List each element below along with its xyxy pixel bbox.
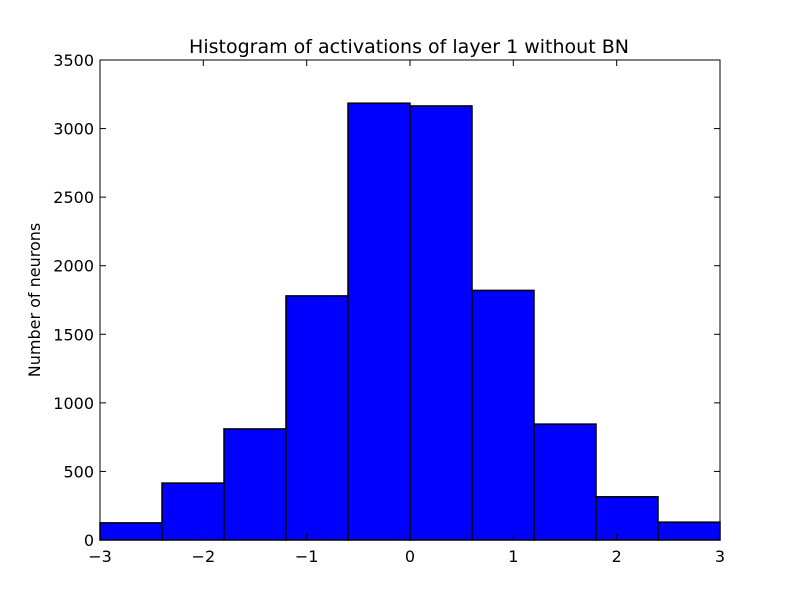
y-ticks-group: 0 500 1000 1500 2000 2500 3000 3500 — [53, 51, 720, 550]
y-tick-label-2: 500 — [63, 462, 94, 481]
x-tick-label-2: −2 — [192, 547, 216, 566]
x-tick-label-3: −1 — [295, 547, 319, 566]
histogram-bar-8 — [533, 423, 597, 541]
chart-title: Histogram of activations of layer 1 with… — [189, 36, 629, 58]
y-tick-label-1: 0 — [84, 531, 94, 550]
y-tick-label-6: 2500 — [53, 188, 94, 207]
x-tick-label-5: 1 — [508, 547, 518, 566]
histogram-bar-9 — [595, 496, 659, 541]
x-ticks-group: −3 −2 −1 0 1 2 3 — [88, 60, 725, 566]
y-tick-label-5: 2000 — [53, 257, 94, 276]
histogram-bar-1 — [99, 522, 163, 541]
y-tick-label-8: 3500 — [53, 51, 94, 70]
histogram-bar-2 — [161, 482, 225, 541]
histogram-bar-6 — [409, 105, 473, 541]
histogram-bar-10 — [657, 521, 721, 541]
x-tick-label-1: −3 — [88, 547, 112, 566]
x-tick-label-7: 3 — [715, 547, 725, 566]
y-tick-label-3: 1000 — [53, 394, 94, 413]
bars-group — [99, 102, 721, 541]
histogram-bar-5 — [347, 102, 411, 541]
y-axis-label: Number of neurons — [25, 223, 44, 377]
histogram-bar-3 — [223, 428, 287, 541]
x-tick-label-6: 2 — [612, 547, 622, 566]
histogram-bar-7 — [471, 289, 535, 541]
y-tick-label-4: 1500 — [53, 325, 94, 344]
histogram-bar-4 — [285, 295, 349, 541]
x-tick-label-4: 0 — [405, 547, 415, 566]
y-tick-label-7: 3000 — [53, 120, 94, 139]
